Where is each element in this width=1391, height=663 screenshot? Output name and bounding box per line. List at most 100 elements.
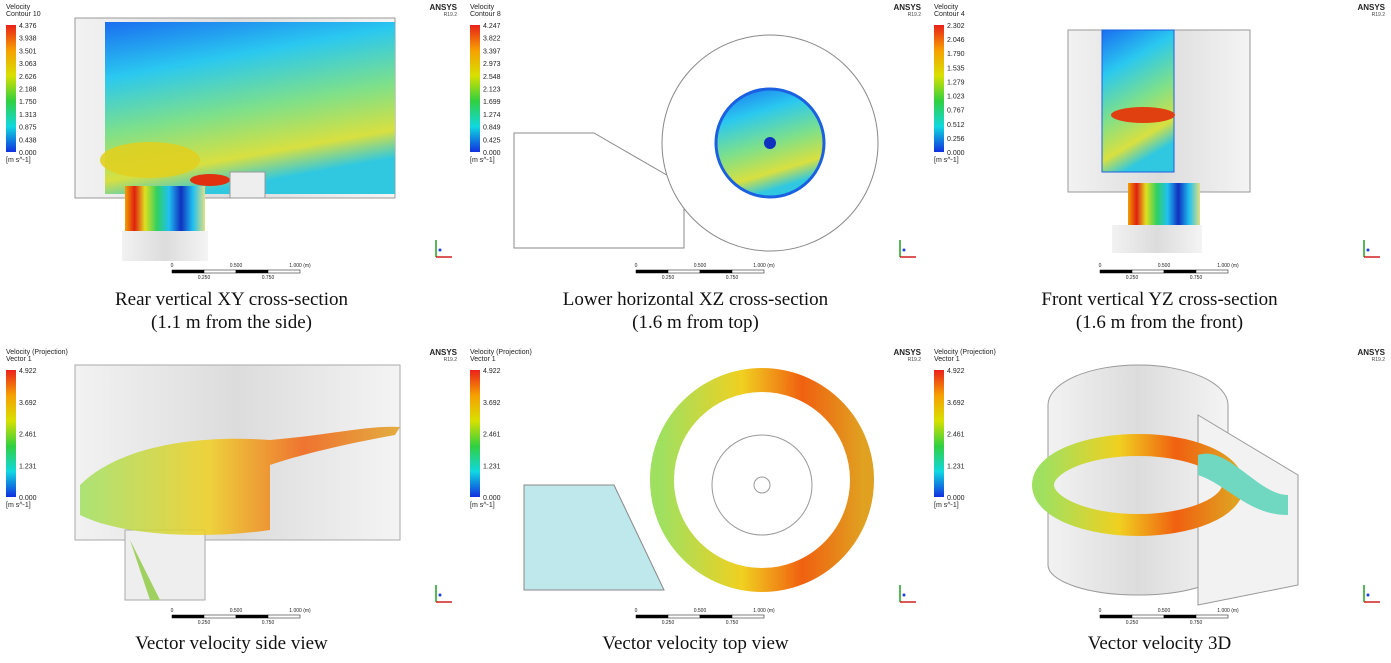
vortex <box>662 380 862 580</box>
legend-tick-label: 2.188 <box>19 87 37 94</box>
caption: Vector velocity side view <box>0 632 463 655</box>
scale-segment <box>204 270 236 273</box>
legend-tick-label: 0.000 <box>947 150 965 157</box>
brand: ANSYS <box>893 3 921 12</box>
legend-tick-label: 1.313 <box>19 112 37 119</box>
legend-tick-label: 1.790 <box>947 51 965 58</box>
caption-line: (1.6 m from top) <box>464 311 927 334</box>
legend-unit: [m s^-1] <box>934 157 959 164</box>
legend-tick-label: 1.231 <box>19 463 37 470</box>
legend-title: Velocity <box>470 4 495 11</box>
scale-segment <box>668 615 700 618</box>
scale-label: 0.500 <box>230 608 243 614</box>
inlet <box>524 485 664 590</box>
legend-tick-label: 2.302 <box>947 23 965 30</box>
legend-tick-label: 3.501 <box>19 48 37 55</box>
legend-tick-label: 0.000 <box>483 150 501 157</box>
axis-z <box>439 249 442 252</box>
legend-tick-label: 2.461 <box>483 432 501 439</box>
caption: Lower horizontal XZ cross-section(1.6 m … <box>464 288 927 334</box>
step <box>230 172 265 198</box>
casing <box>712 435 812 535</box>
scale-label: 0.750 <box>262 620 275 626</box>
hot-spot <box>1111 107 1175 123</box>
legend-tick-label: 1.279 <box>947 79 965 86</box>
color-bar <box>6 370 16 497</box>
axis-z <box>903 594 906 597</box>
legend-tick-label: 2.548 <box>483 74 501 81</box>
legend-tick-label: 2.626 <box>19 74 37 81</box>
legend-tick-label: 4.376 <box>19 23 37 30</box>
scale-segment <box>700 270 732 273</box>
legend-tick-label: 0.849 <box>483 125 501 132</box>
scale-label: 0.750 <box>726 275 739 281</box>
legend-tick-label: 0.000 <box>19 150 37 157</box>
scale-segment <box>636 270 668 273</box>
scale-label: 0.250 <box>1126 275 1139 281</box>
brand: ANSYS <box>429 348 457 357</box>
legend-tick-label: 0.875 <box>19 125 37 132</box>
scale-segment <box>268 270 300 273</box>
legend-tick-label: 0.438 <box>19 137 37 144</box>
legend-tick-label: 2.461 <box>947 432 965 439</box>
legend-tick-label: 2.461 <box>19 432 37 439</box>
scale-label: 0 <box>1099 263 1102 269</box>
figure: VelocityContour 104.3763.9383.5013.0632.… <box>0 0 1391 663</box>
scale-label: 0.750 <box>1190 620 1203 626</box>
scale-label: 0.250 <box>198 620 211 626</box>
scale-label: 0 <box>635 608 638 614</box>
pipe <box>125 530 205 600</box>
scale-label: 1.000 (m) <box>753 608 775 614</box>
caption: Vector velocity top view <box>464 632 927 655</box>
version: R19.2 <box>1372 357 1386 363</box>
legend-tick-label: 3.692 <box>483 400 501 407</box>
legend-title: Velocity (Projection) <box>934 349 996 356</box>
brand: ANSYS <box>1357 3 1385 12</box>
legend-title: Contour 10 <box>6 11 41 18</box>
scale-segment <box>268 615 300 618</box>
color-bar <box>934 25 944 152</box>
scale-segment <box>636 615 668 618</box>
scale-label: 1.000 (m) <box>753 263 775 269</box>
scale-segment <box>668 270 700 273</box>
version: R19.2 <box>1372 12 1386 18</box>
legend-tick-label: 3.063 <box>19 61 37 68</box>
legend-tick-label: 1.231 <box>483 463 501 470</box>
legend-tick-label: 4.247 <box>483 23 501 30</box>
hub <box>754 477 770 493</box>
caption-line: Lower horizontal XZ cross-section <box>464 288 927 311</box>
scale-segment <box>1100 615 1132 618</box>
legend-tick-label: 0.000 <box>947 495 965 502</box>
color-bar <box>6 25 16 152</box>
hub <box>764 137 776 149</box>
legend-tick-label: 0.000 <box>19 495 37 502</box>
scale-label: 0 <box>171 608 174 614</box>
legend-tick-label: 2.046 <box>947 37 965 44</box>
scale-label: 0 <box>635 263 638 269</box>
brand: ANSYS <box>429 3 457 12</box>
tube <box>125 186 205 231</box>
legend-tick-label: 2.973 <box>483 61 501 68</box>
legend-unit: [m s^-1] <box>6 502 31 509</box>
scale-label: 0.500 <box>1158 263 1171 269</box>
legend-unit: [m s^-1] <box>934 502 959 509</box>
scale-segment <box>1132 270 1164 273</box>
pipe <box>1112 225 1202 253</box>
caption: Rear vertical XY cross-section(1.1 m fro… <box>0 288 463 334</box>
scale-segment <box>1196 270 1228 273</box>
legend-unit: [m s^-1] <box>470 157 495 164</box>
scale-segment <box>732 615 764 618</box>
legend-tick-label: 1.535 <box>947 65 965 72</box>
tube <box>1128 183 1200 225</box>
axis-z <box>1367 594 1370 597</box>
legend-title: Velocity (Projection) <box>470 349 532 356</box>
caption-line: (1.6 m from the front) <box>928 311 1391 334</box>
legend-tick-label: 0.256 <box>947 136 965 143</box>
scale-segment <box>700 615 732 618</box>
scale-label: 0.250 <box>1126 620 1139 626</box>
legend-tick-label: 1.023 <box>947 94 965 101</box>
scale-label: 1.000 (m) <box>1217 608 1239 614</box>
caption-line: Front vertical YZ cross-section <box>928 288 1391 311</box>
